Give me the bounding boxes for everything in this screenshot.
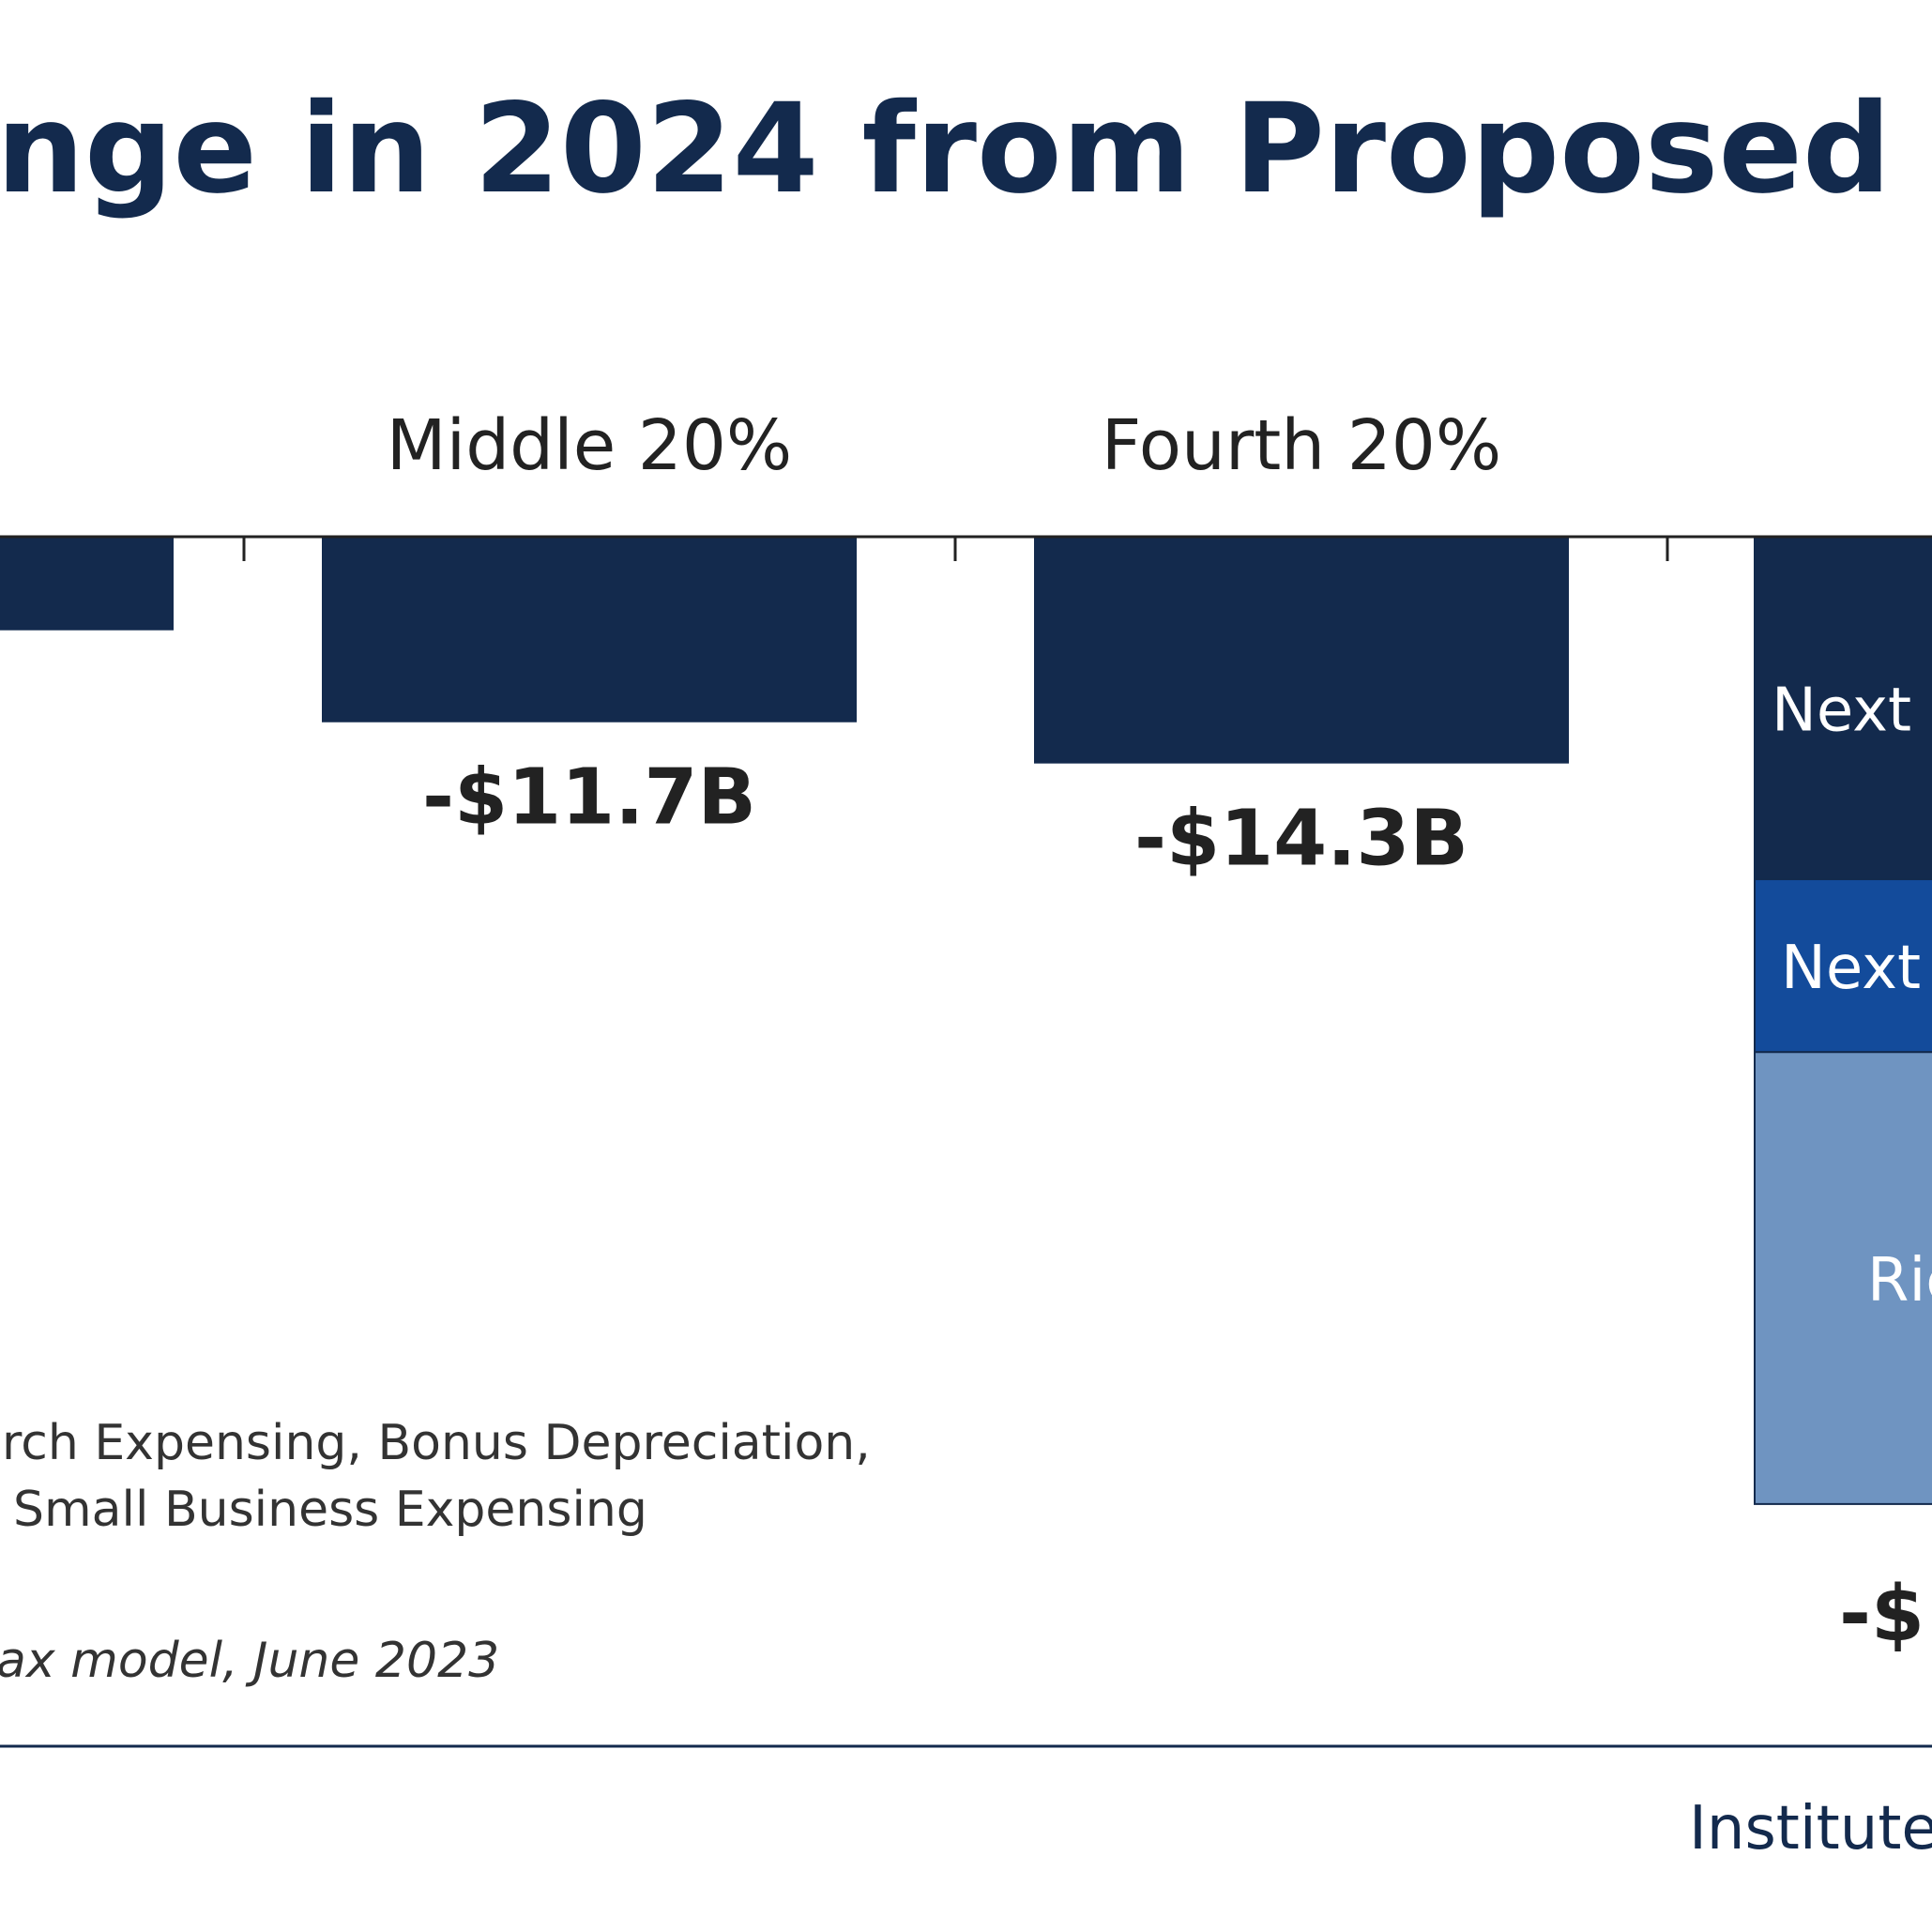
stack-segment-label-1: Next — [1781, 934, 1921, 1003]
value-label-1: -$11.7B — [422, 753, 756, 843]
source-note: ax model, June 2023 — [0, 1633, 499, 1689]
stack-segment-2 — [1754, 1051, 1932, 1505]
bar-0 — [0, 537, 174, 631]
note-line-1: rch Expensing, Bonus Depreciation, — [2, 1415, 871, 1471]
stack-segment-0 — [1754, 536, 1932, 881]
stack-segment-1 — [1754, 878, 1932, 1054]
value-label-2: -$14.3B — [1134, 795, 1468, 884]
footer-brand: Institute — [1689, 1794, 1932, 1864]
category-label-2: Fourth 20% — [1102, 405, 1501, 486]
stack-segment-label-0: Next I — [1772, 677, 1932, 746]
chart-title: nge in 2024 from Proposed Hou — [0, 77, 1932, 221]
stack-segment-label-2: Ric — [1867, 1246, 1932, 1316]
note-line-2: Small Business Expensing — [13, 1482, 647, 1538]
value-label-3: -$ — [1839, 1570, 1924, 1659]
bar-2 — [1034, 537, 1569, 764]
category-label-1: Middle 20% — [387, 405, 792, 486]
bar-1 — [322, 537, 857, 723]
